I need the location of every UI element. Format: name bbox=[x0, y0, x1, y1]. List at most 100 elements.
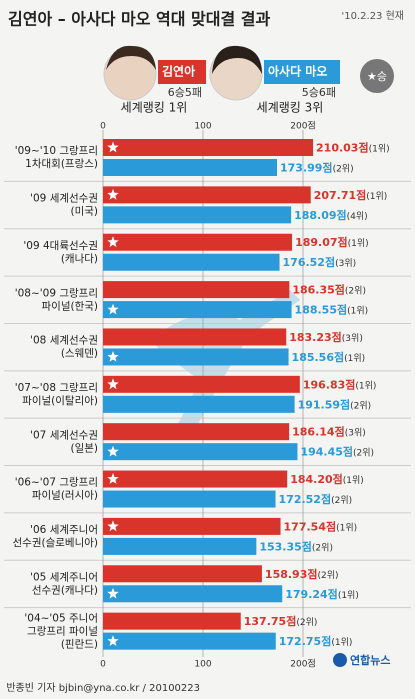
bar bbox=[103, 301, 292, 319]
value-label-number: 185.56점 bbox=[292, 350, 345, 364]
y-tick-label: (미국) bbox=[70, 206, 98, 218]
value-label: 186.14점(3위) bbox=[292, 425, 366, 439]
value-label-number: 186.14점 bbox=[292, 425, 345, 439]
date: '10.2.23 현재 bbox=[342, 10, 405, 22]
value-label-number: 179.24점 bbox=[285, 587, 338, 601]
value-label: 189.07점(1위) bbox=[295, 235, 369, 249]
y-tick-label: '06 세계주니어 bbox=[30, 524, 98, 536]
x-tick-label: 200점 bbox=[290, 120, 315, 132]
y-tick-label: '06~'07 그랑프리 bbox=[15, 477, 98, 489]
rank-label: (2위) bbox=[353, 447, 374, 458]
credit: 반종빈 기자 bjbin@yna.co.kr / 20100223 bbox=[6, 682, 200, 694]
y-tick-label: 선수권(캐나다) bbox=[32, 584, 98, 596]
bar bbox=[103, 490, 276, 508]
y-tick-label: 파이널(한국) bbox=[42, 300, 99, 312]
bar bbox=[103, 186, 311, 204]
y-tick-label: '09~'10 그랑프리 bbox=[15, 145, 98, 157]
value-label: 210.03점(1위) bbox=[316, 141, 390, 155]
value-label: 177.54점(1위) bbox=[284, 519, 358, 533]
bar bbox=[103, 443, 298, 461]
value-label-number: 172.52점 bbox=[279, 492, 332, 506]
legend-badge bbox=[360, 59, 394, 93]
value-label-number: 153.35점 bbox=[259, 539, 312, 553]
win-star bbox=[107, 378, 119, 390]
rank-label: (2위) bbox=[331, 495, 352, 506]
rank-label: (2위) bbox=[296, 617, 317, 628]
value-label: 196.83점(1위) bbox=[303, 377, 377, 391]
value-label: 183.23점(3위) bbox=[289, 330, 363, 344]
rank-label: (1위) bbox=[355, 380, 376, 391]
bar bbox=[103, 281, 290, 299]
value-label: 184.20점(1위) bbox=[290, 472, 364, 486]
legend-swatch bbox=[158, 60, 206, 84]
logo-icon bbox=[333, 653, 347, 667]
win-star bbox=[107, 473, 119, 484]
value-label-number: 176.52점 bbox=[283, 255, 336, 269]
value-label-number: 173.99점 bbox=[280, 161, 333, 175]
rank-label: (3위) bbox=[335, 258, 356, 269]
x-tick-label: 200점 bbox=[290, 658, 315, 670]
rank-label: (2위) bbox=[318, 569, 339, 580]
value-label-number: 184.20점 bbox=[290, 472, 343, 486]
rank-label: (3위) bbox=[342, 332, 363, 343]
bar bbox=[103, 612, 241, 630]
rank-label: (1위) bbox=[348, 238, 369, 249]
legend-label: 김연아 bbox=[162, 64, 195, 79]
value-label-number: 210.03점 bbox=[316, 141, 369, 155]
rank-label: (1위) bbox=[369, 143, 390, 154]
y-tick-label: 1차대회(프랑스) bbox=[25, 158, 98, 170]
value-label: 185.56점(1위) bbox=[292, 350, 366, 364]
bar bbox=[103, 375, 300, 393]
bar bbox=[103, 565, 262, 583]
y-tick-label: (캐나다) bbox=[61, 253, 98, 265]
legend-ranking: 세계랭킹 3위 bbox=[257, 101, 324, 115]
rank-label: (1위) bbox=[343, 475, 364, 486]
y-tick-label: '07 세계선수권 bbox=[30, 429, 98, 441]
value-label-number: 183.23점 bbox=[289, 330, 342, 344]
win-star bbox=[107, 351, 119, 362]
y-tick-label: '08 세계선수권 bbox=[30, 335, 98, 347]
value-label: 158.93점(2위) bbox=[265, 567, 339, 581]
bar bbox=[103, 159, 277, 176]
x-tick-label: 0 bbox=[100, 122, 106, 132]
bar bbox=[103, 328, 287, 346]
rank-label: (2위) bbox=[333, 163, 354, 174]
bar bbox=[103, 537, 257, 555]
y-tick-label: (핀란드) bbox=[61, 638, 98, 650]
rank-label: (1위) bbox=[344, 352, 365, 363]
value-label: 191.59점(2위) bbox=[298, 397, 372, 411]
value-label-number: 137.75점 bbox=[244, 614, 297, 628]
rank-label: (1위) bbox=[338, 589, 359, 600]
win-star bbox=[107, 303, 119, 315]
y-tick-label: '05 세계주니어 bbox=[30, 571, 98, 583]
rank-label: (2위) bbox=[312, 542, 333, 553]
win-star bbox=[107, 587, 119, 599]
value-label-number: 191.59점 bbox=[298, 397, 351, 411]
x-tick-label: 100 bbox=[194, 122, 211, 132]
value-label: 172.75점(1위) bbox=[279, 634, 353, 648]
y-tick-label: '09 4대륙선수권 bbox=[23, 240, 98, 252]
legend-note: ★승 bbox=[367, 70, 387, 83]
bar bbox=[103, 253, 280, 271]
value-label: 176.52점(3위) bbox=[283, 255, 357, 269]
bar bbox=[103, 632, 276, 650]
y-tick-label: 선수권(슬로베니아) bbox=[13, 537, 98, 549]
value-label: 194.45점(2위) bbox=[300, 445, 374, 459]
y-tick-label: (일본) bbox=[70, 441, 98, 454]
value-label: 173.99점(2위) bbox=[280, 161, 354, 175]
y-tick-label: '04~'05 주니어 bbox=[24, 612, 98, 624]
value-label: 207.71점(1위) bbox=[314, 188, 388, 202]
chart-title: 김연아 – 아사다 마오 역대 맞대결 결과 bbox=[8, 10, 271, 29]
y-tick-label: '07~'08 그랑프리 bbox=[15, 382, 98, 394]
rank-label: (1위) bbox=[366, 190, 387, 201]
bar bbox=[103, 517, 281, 535]
rank-label: (1위) bbox=[336, 522, 357, 533]
legend-ranking: 세계랭킹 1위 bbox=[121, 101, 188, 115]
y-tick-label: 그랑프리 파이널 bbox=[27, 625, 98, 637]
value-label: 137.75점(2위) bbox=[244, 614, 318, 628]
win-star bbox=[107, 635, 119, 646]
bar bbox=[103, 423, 290, 441]
legend-record: 5승6패 bbox=[302, 86, 336, 99]
win-star bbox=[107, 236, 119, 248]
bar bbox=[103, 206, 292, 224]
